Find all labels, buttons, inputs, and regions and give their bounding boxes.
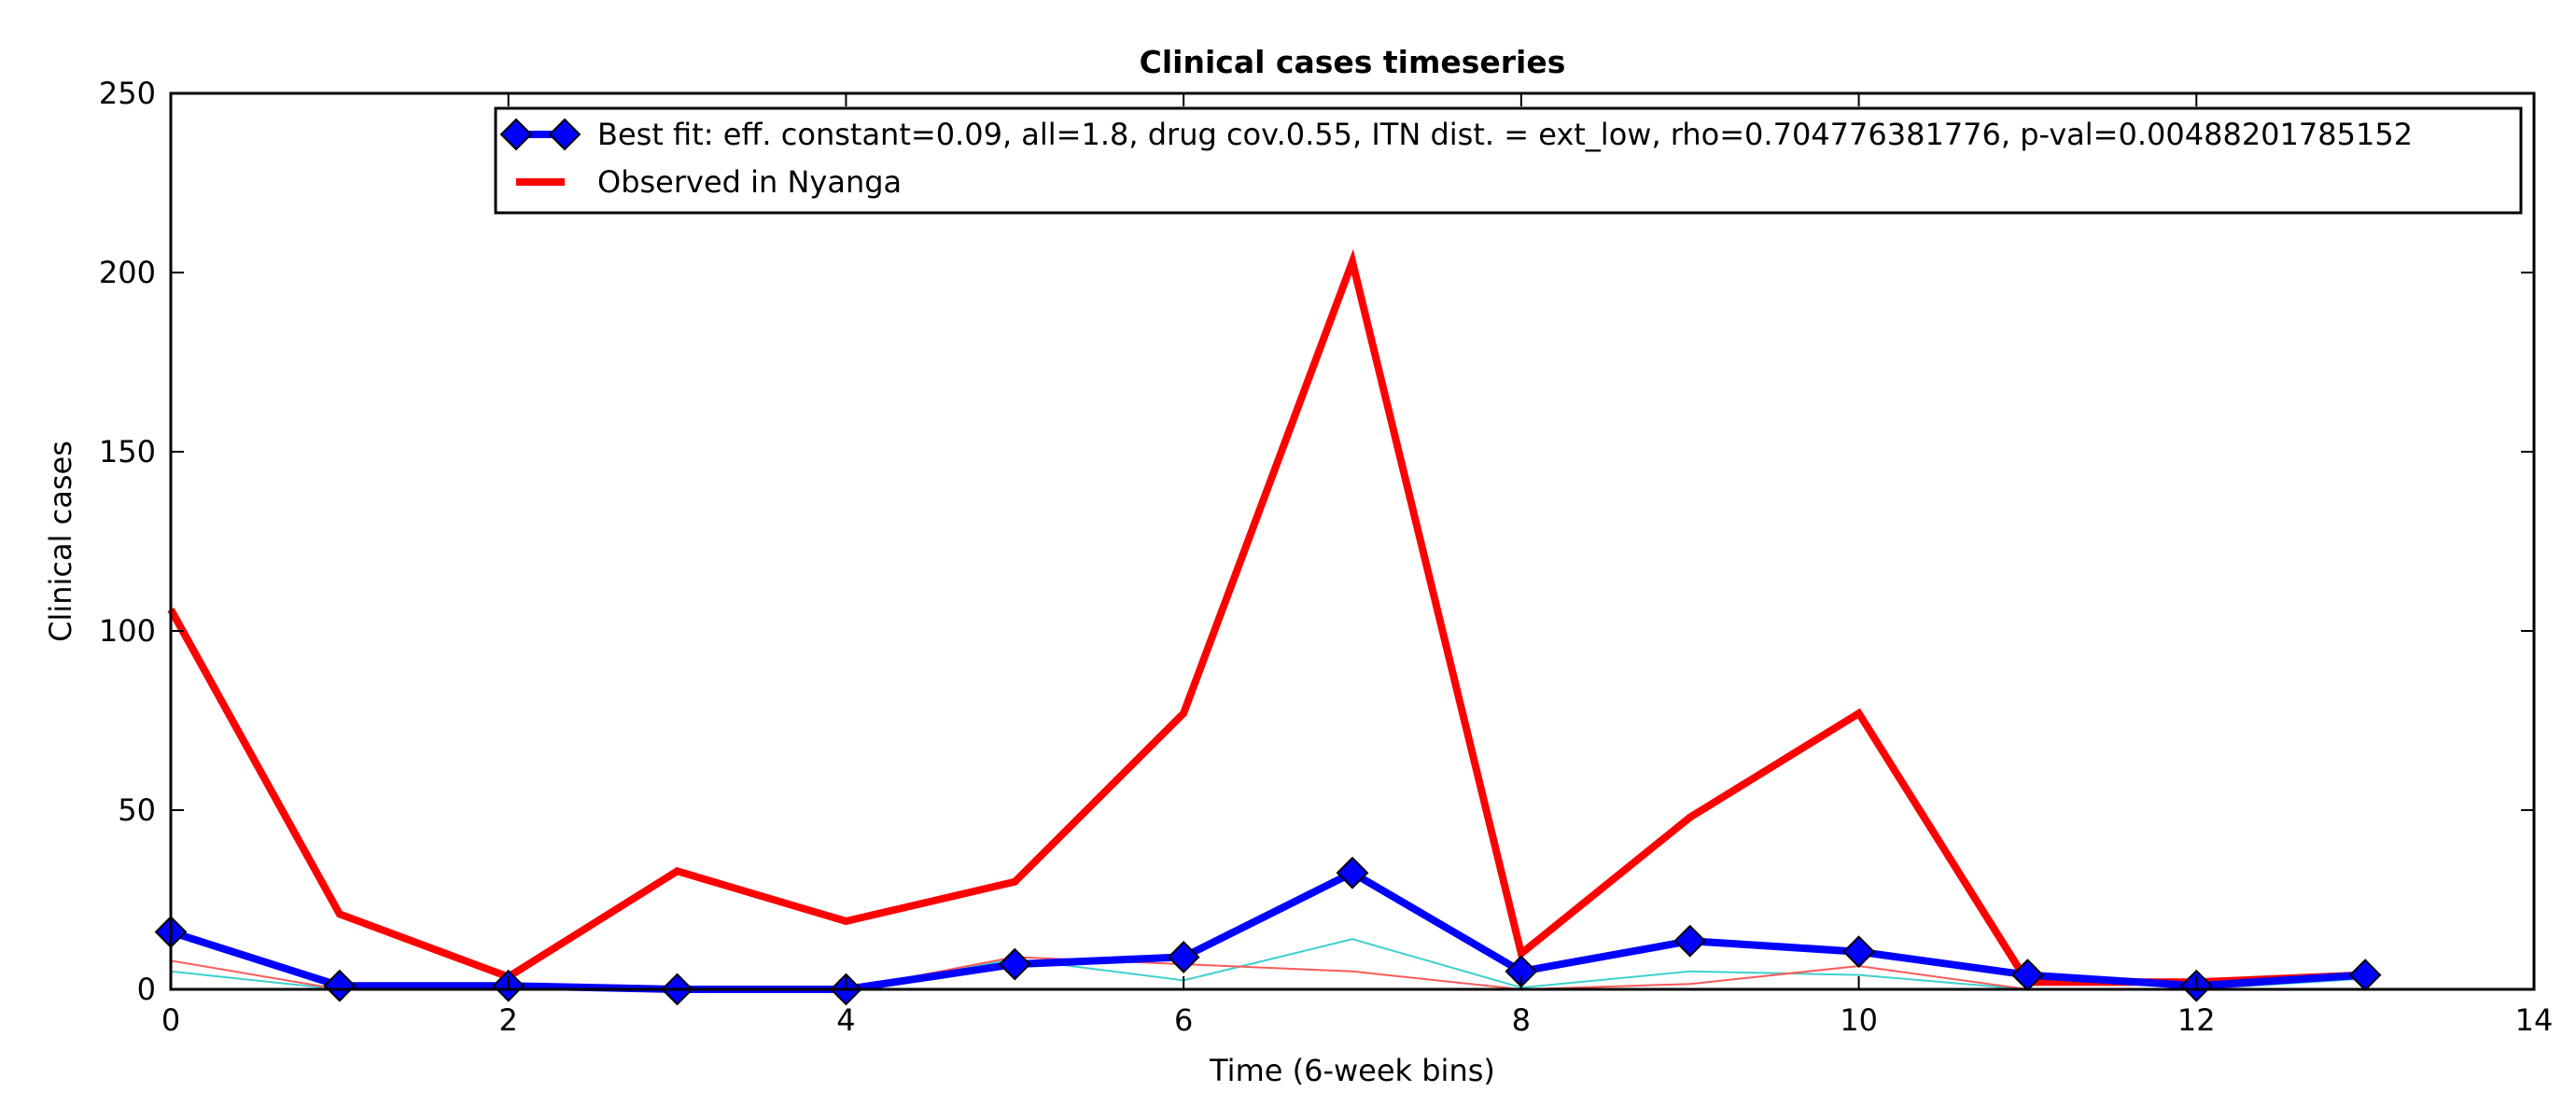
chart-title: Clinical cases timeseries xyxy=(1140,44,1566,80)
x-axis-label: Time (6-week bins) xyxy=(1209,1053,1495,1088)
y-tick-label: 0 xyxy=(137,972,156,1007)
x-tick-label: 6 xyxy=(1174,1002,1193,1038)
y-tick-label: 200 xyxy=(99,255,156,290)
y-tick-label: 100 xyxy=(99,613,156,649)
data-point xyxy=(1673,924,1707,958)
legend-entry-label: Observed in Nyanga xyxy=(597,164,902,200)
data-point xyxy=(1842,935,1875,969)
x-tick-label: 10 xyxy=(1840,1002,1878,1038)
x-tick-label: 8 xyxy=(1512,1002,1531,1038)
y-tick-label: 50 xyxy=(118,792,156,828)
x-tick-label: 4 xyxy=(836,1002,855,1038)
plot-frame xyxy=(169,91,2536,991)
legend: Best fit: eff. constant=0.09, all=1.8, d… xyxy=(494,106,2523,215)
data-point xyxy=(1336,856,1369,889)
axes-layer: 0 2 4 6 8 10 12 14 0 50 100 150 200 250 xyxy=(99,76,2553,1038)
legend-swatch-marker xyxy=(548,118,581,151)
y-tick-label: 150 xyxy=(99,434,156,469)
y-tick-label: 250 xyxy=(99,76,156,111)
series-line-1 xyxy=(167,248,2366,987)
series-line-0 xyxy=(169,868,2366,993)
legend-entry-label: Best fit: eff. constant=0.09, all=1.8, d… xyxy=(597,117,2413,152)
data-point xyxy=(323,969,357,1002)
x-tick-label: 12 xyxy=(2177,1002,2216,1038)
data-point xyxy=(1167,941,1200,973)
x-tick-label: 14 xyxy=(2515,1002,2554,1038)
legend-swatch-marker xyxy=(499,118,533,151)
legend-frame xyxy=(494,106,2523,215)
x-tick-label: 0 xyxy=(161,1002,180,1038)
x-tick-label: 2 xyxy=(499,1002,518,1038)
data-point xyxy=(998,947,1031,981)
y-axis-label: Clinical cases xyxy=(43,441,78,642)
